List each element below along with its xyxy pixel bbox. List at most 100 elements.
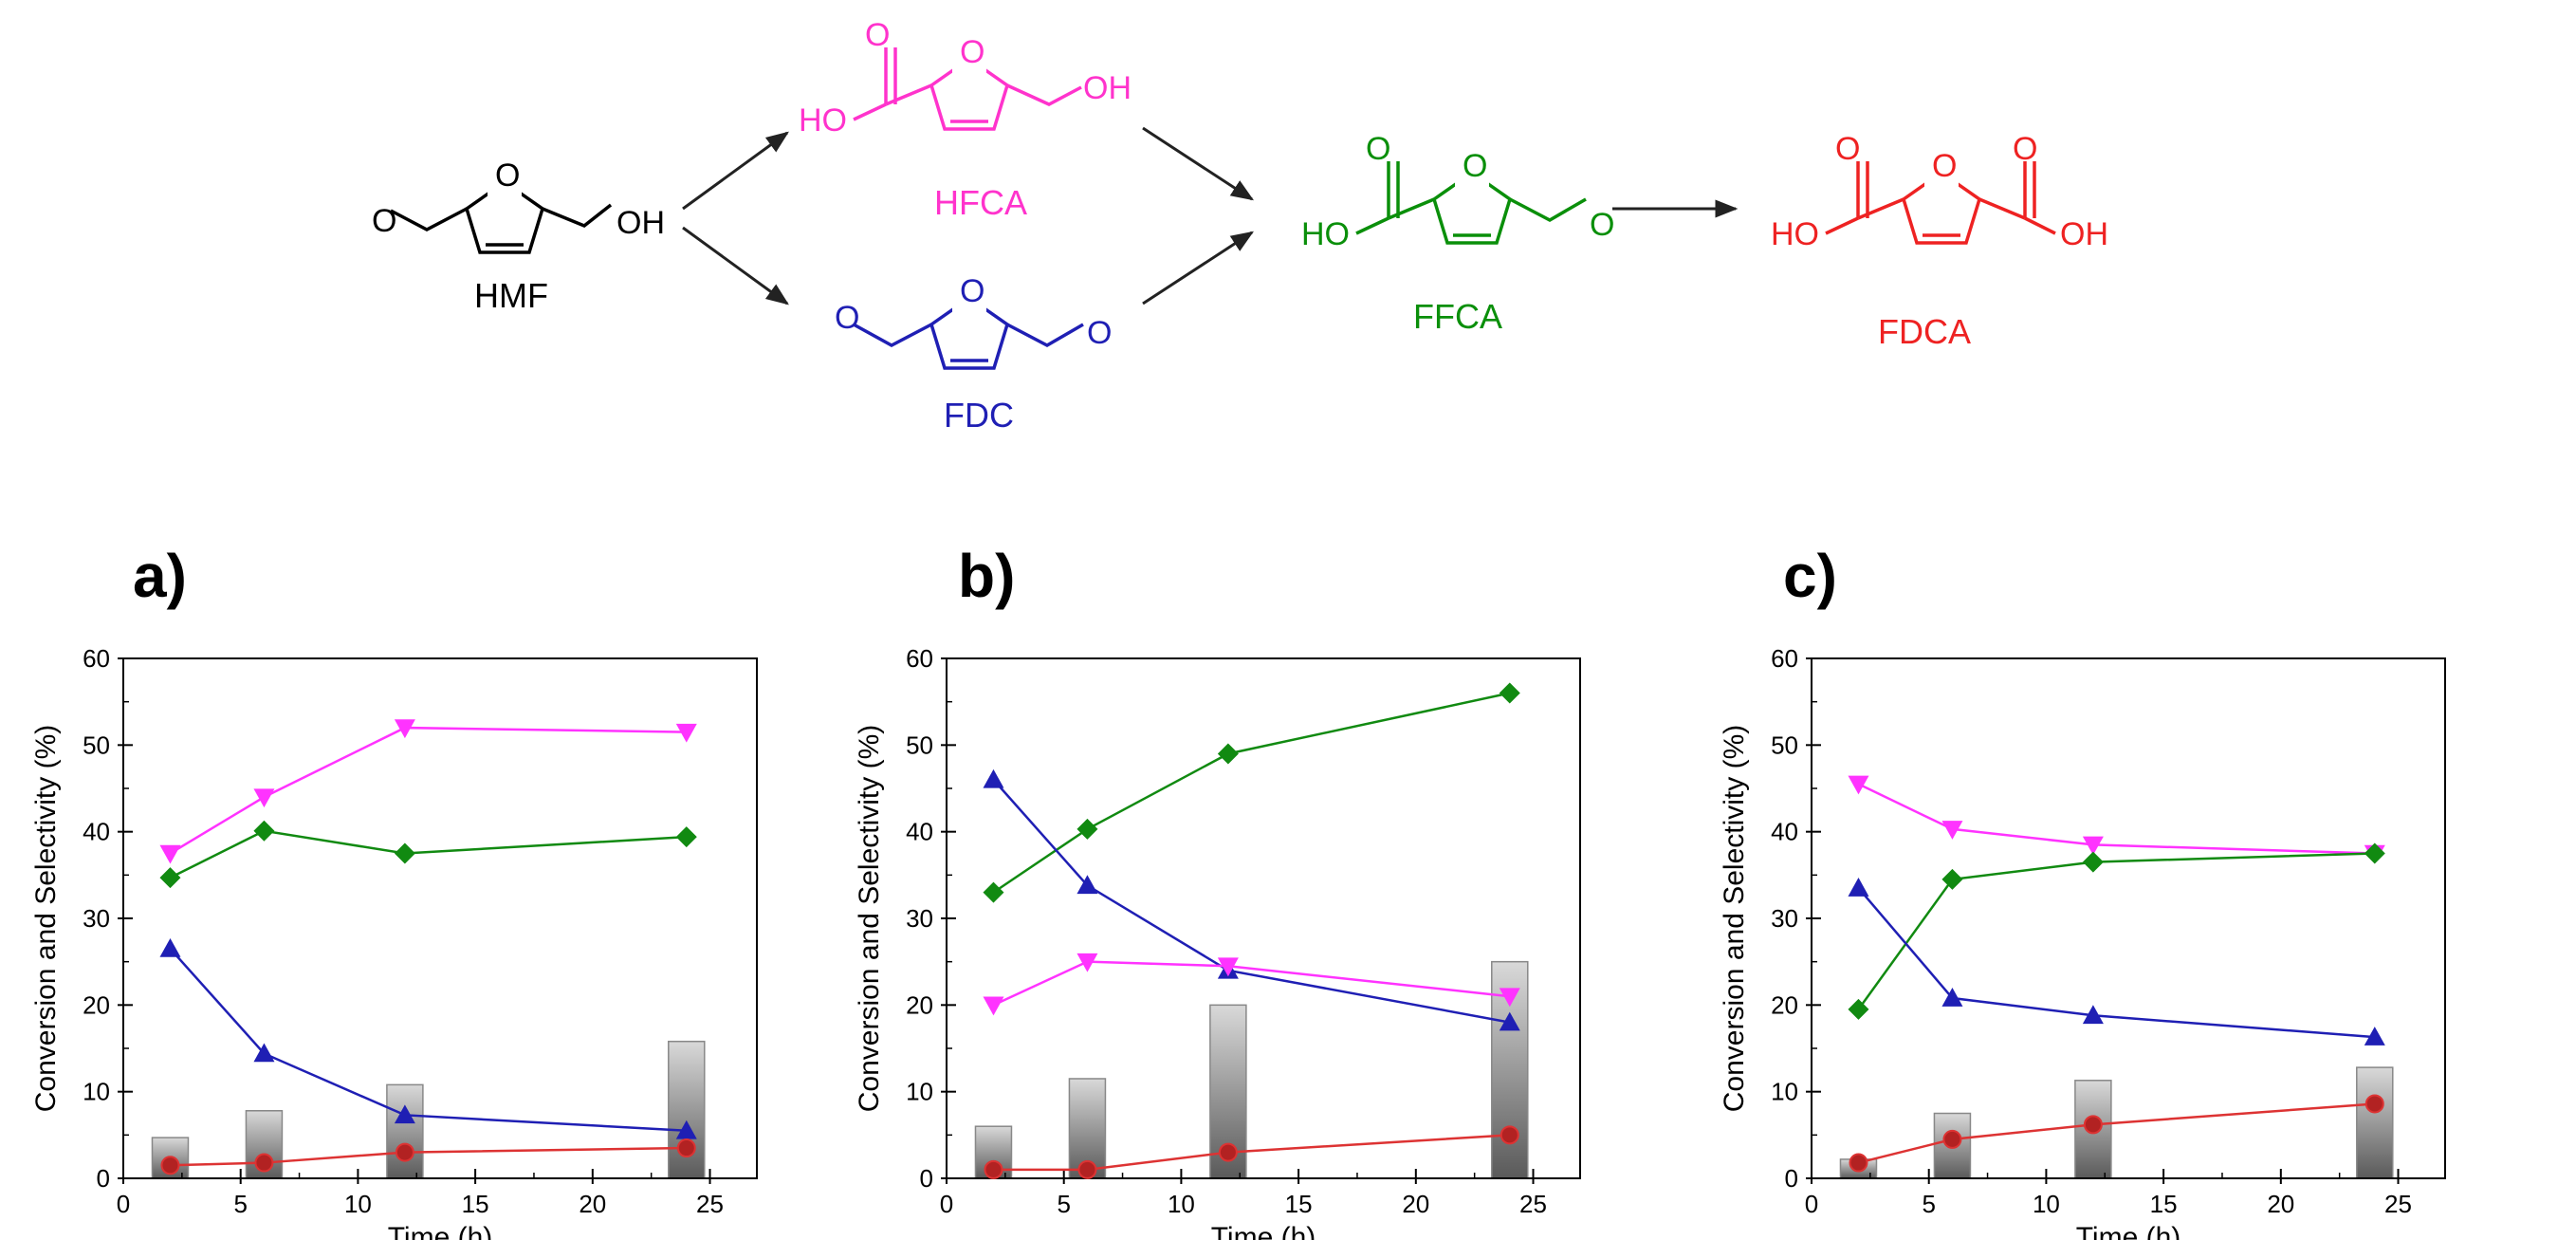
y-tick-label: 40 [83,818,110,846]
series-line-hfca [169,726,687,855]
y-tick-label: 50 [83,731,110,759]
fdca-label: FDCA [1878,312,1971,351]
data-point-fdca [1942,1129,1962,1149]
data-point-fdc [2082,1005,2104,1025]
y-tick-label: 10 [906,1078,933,1106]
data-point-ffca [159,867,181,889]
x-tick-label: 25 [696,1190,724,1218]
arrow-hfca-to-ffca [1142,126,1255,201]
x-tick-label: 20 [579,1190,606,1218]
data-point-hfca [1217,957,1239,977]
hfca-carbonyl-oxygen: O [865,17,890,53]
y-tick-label: 60 [83,644,110,673]
x-tick-label: 5 [1057,1190,1070,1218]
y-tick-label: 30 [83,904,110,933]
data-point-fdca [1218,1142,1238,1162]
data-point-fdc [1941,988,1963,1007]
data-point-fdca [1500,1125,1519,1145]
series-line-fdca [993,1134,1510,1172]
series-line-ffca [992,692,1511,894]
hfca-structure [853,42,1082,131]
chart-panel-a: 0 10 20 30 40 50 60 0 5 10 15 20 25 Time (h) Conversio… [30,644,758,1240]
hfca-ring-oxygen: O [960,34,984,70]
fdc-left-oxygen: O [835,300,859,336]
data-point-ffca [1217,743,1239,765]
ffca-ring-oxygen: O [1463,148,1487,184]
hfca-hydroxyl: OH [1083,70,1132,106]
conversion-bar [668,1040,706,1179]
fdc-ring-oxygen: O [960,273,984,309]
x-tick-label: 5 [233,1190,247,1218]
fdca-left-ho: HO [1771,216,1819,252]
data-point-ffca [1076,818,1098,840]
data-point-hfca [1076,953,1098,972]
plot-frame [946,657,1581,1179]
data-point-fdc [1848,878,1869,897]
x-tick-label: 15 [2150,1190,2178,1218]
data-point-fdca [395,1142,414,1162]
x-axis-title: Time (h) [388,1222,493,1240]
y-tick-label: 0 [1785,1164,1798,1193]
chart-panel-b: 0 10 20 30 40 50 60 0 5 10 15 20 25 Time (h) Conversio… [854,644,1581,1240]
ffca-label: FFCA [1413,297,1502,336]
x-tick-label: 0 [117,1190,130,1218]
hmf-aldehyde-oxygen: O [372,203,396,239]
x-tick-label: 10 [1168,1190,1195,1218]
data-point-fdc [394,1104,415,1124]
y-tick-label: 10 [1771,1078,1798,1106]
x-tick-label: 0 [1805,1190,1818,1218]
hmf-label: HMF [474,276,548,315]
fdca-right-carbonyl-oxygen: O [2013,131,2037,167]
y-tick-label: 40 [906,818,933,846]
data-point-fdca [160,1156,180,1175]
panel-b-letter: b) [958,542,1016,610]
fdca-left-carbonyl-oxygen: O [1835,131,1860,167]
data-point-fdc [2364,1027,2385,1046]
reaction-scheme: O O OH HMF O O HO OH HFCA O O O FDC O [372,17,2108,435]
y-axis-title: Conversion and Selectivity (%) [854,725,885,1113]
y-tick-label: 60 [906,644,933,673]
series-line-hfca [992,960,1510,1007]
y-tick-label: 30 [906,904,933,933]
data-point-fdc [983,768,1004,788]
hmf-ring-oxygen: O [495,157,520,194]
fdca-right-oh: OH [2060,216,2108,252]
y-tick-label: 20 [906,990,933,1019]
x-tick-label: 25 [1519,1190,1547,1218]
hfca-label: HFCA [934,183,1027,222]
data-point-fdc [1499,1011,1520,1031]
ffca-carbonyl-oxygen: O [1366,131,1390,167]
series-line-fdc [169,948,687,1133]
data-point-fdc [675,1120,697,1139]
data-point-ffca [2364,842,2385,864]
data-point-hfca [253,788,275,808]
data-point-fdc [159,937,181,957]
fdc-structure [853,281,1084,370]
y-tick-label: 20 [83,990,110,1019]
data-point-hfca [1848,775,1869,795]
data-point-fdca [2083,1115,2103,1135]
conversion-bar [386,1083,424,1179]
data-point-hfca [2082,836,2104,856]
y-tick-label: 40 [1771,818,1798,846]
x-tick-label: 25 [2384,1190,2412,1218]
x-axis-title: Time (h) [1211,1222,1316,1240]
series-line-ffca [1857,852,2375,1010]
x-tick-label: 15 [1285,1190,1313,1218]
y-tick-label: 50 [906,731,933,759]
series-line-ffca [169,829,687,879]
data-point-ffca [983,881,1004,903]
panel-a-letter: a) [133,542,187,610]
plot-frame [122,657,758,1179]
ffca-acid-ho: HO [1301,216,1350,252]
arrow-hmf-to-fdc [682,226,789,305]
series-line-fdca [1858,1102,2375,1164]
ffca-aldehyde-oxygen: O [1590,207,1614,243]
series-line-fdca [170,1146,687,1167]
fdc-label: FDC [944,396,1014,435]
x-tick-label: 20 [1402,1190,1429,1218]
data-point-hfca [983,996,1004,1016]
y-tick-label: 0 [97,1164,110,1193]
data-point-hfca [675,723,697,743]
hfca-acid-ho: HO [799,102,847,139]
